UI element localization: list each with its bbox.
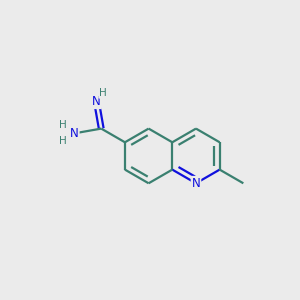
Text: H: H (99, 88, 107, 98)
Text: N: N (70, 127, 79, 140)
Text: H: H (59, 136, 67, 146)
Text: N: N (192, 177, 200, 190)
Text: N: N (92, 95, 101, 108)
Text: H: H (59, 120, 67, 130)
